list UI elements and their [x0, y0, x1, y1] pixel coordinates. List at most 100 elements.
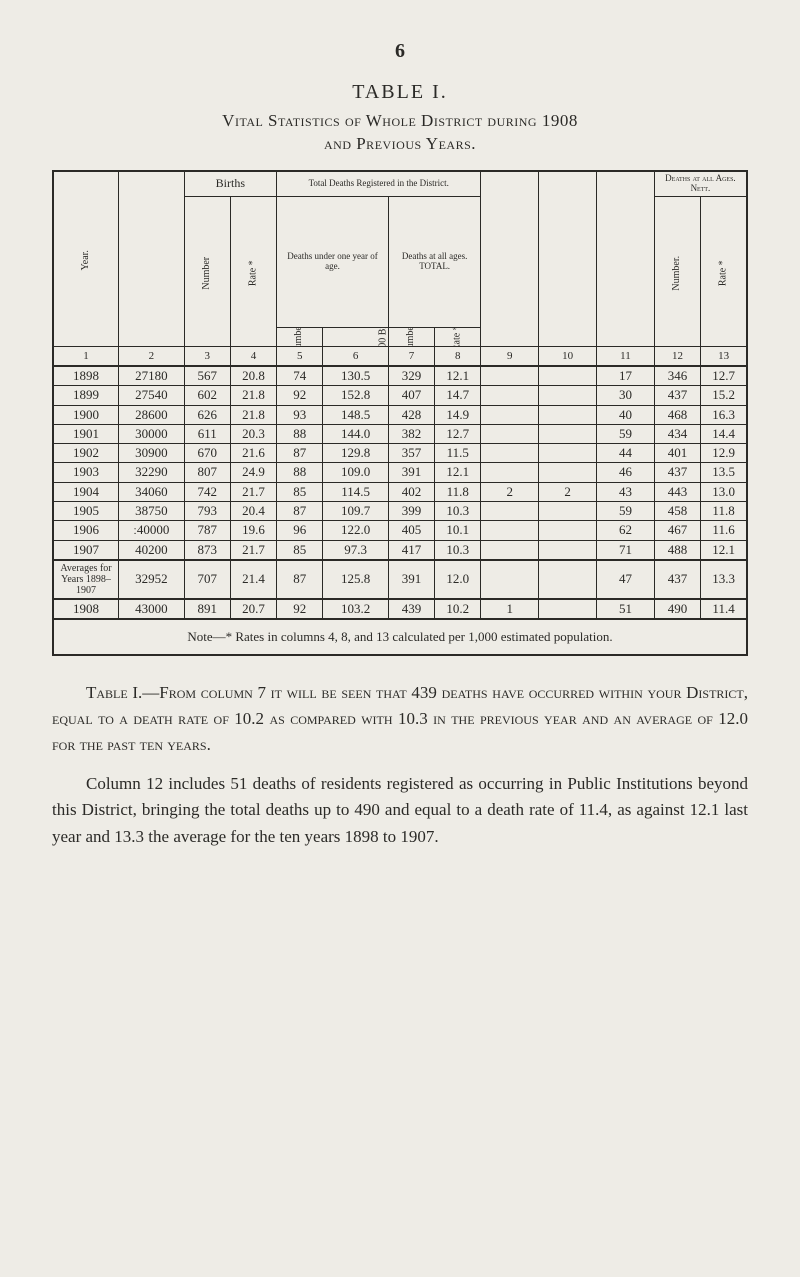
cell: 19.6 [230, 521, 276, 540]
cell: 14.7 [435, 386, 481, 405]
cell: 114.5 [323, 482, 389, 501]
cell: 93 [277, 405, 323, 424]
cell: 40 [597, 405, 655, 424]
cell: 12.0 [435, 560, 481, 599]
cell: 2 [539, 482, 597, 501]
cell: 1904 [53, 482, 119, 501]
header-births: Births [184, 171, 277, 196]
cell [539, 424, 597, 443]
header-deaths-under: Deaths under one year of age. [277, 196, 389, 328]
cell: 1899 [53, 386, 119, 405]
cell [481, 386, 539, 405]
cell: 1902 [53, 444, 119, 463]
cell [481, 560, 539, 599]
cell: 46 [597, 463, 655, 482]
note-text: Note—* Rates in columns 4, 8, and 13 cal… [187, 629, 612, 644]
cell: 439 [388, 599, 434, 619]
cell: 21.8 [230, 386, 276, 405]
col-index: 5 [277, 346, 323, 366]
header-all-number: Number. [406, 328, 417, 347]
cell: 467 [654, 521, 700, 540]
cell: 12.7 [701, 366, 747, 386]
cell: 891 [184, 599, 230, 619]
cell: 27540 [119, 386, 185, 405]
table-row: 18992754060221.892152.840714.73043715.2 [53, 386, 747, 405]
cell: 20.7 [230, 599, 276, 619]
cell [481, 366, 539, 386]
row-1908: 1908 43000 891 20.7 92 103.2 439 10.2 1 … [53, 599, 747, 619]
col-index: 11 [597, 346, 655, 366]
header-all-rate: Rate * [453, 328, 464, 347]
table-row: 19002860062621.893148.542814.94046816.3 [53, 405, 747, 424]
cell: 21.4 [230, 560, 276, 599]
para1-text: Table I.—From column 7 it will be seen t… [52, 683, 748, 755]
cell: 51 [597, 599, 655, 619]
cell: 43 [597, 482, 655, 501]
cell: 87 [277, 560, 323, 599]
header-births-number: Number [202, 254, 213, 291]
cell: 11.4 [701, 599, 747, 619]
cell: 437 [654, 560, 700, 599]
cell [539, 405, 597, 424]
table-label: TABLE I. [52, 81, 748, 104]
cell: 1903 [53, 463, 119, 482]
cell: 13.3 [701, 560, 747, 599]
col-index: 12 [654, 346, 700, 366]
cell: 85 [277, 540, 323, 560]
cell: 144.0 [323, 424, 389, 443]
cell: 417 [388, 540, 434, 560]
cell: 20.8 [230, 366, 276, 386]
cell: 1900 [53, 405, 119, 424]
caption-line1: Vital Statistics of Whole District durin… [222, 111, 578, 130]
cell [539, 463, 597, 482]
cell: 401 [654, 444, 700, 463]
cell-year: 1908 [53, 599, 119, 619]
cell: 85 [277, 482, 323, 501]
cell: 873 [184, 540, 230, 560]
cell [481, 540, 539, 560]
cell: 1906 [53, 521, 119, 540]
table-row: 19013000061120.388144.038212.75943414.4 [53, 424, 747, 443]
cell: 1905 [53, 502, 119, 521]
cell-pop: 43000 [119, 599, 185, 619]
cell [481, 444, 539, 463]
page-number: 6 [52, 40, 748, 63]
cell: 27180 [119, 366, 185, 386]
col-index: 2 [119, 346, 185, 366]
cell: 793 [184, 502, 230, 521]
cell: 97.3 [323, 540, 389, 560]
cell: 10.1 [435, 521, 481, 540]
cell: 567 [184, 366, 230, 386]
table-note: Note—* Rates in columns 4, 8, and 13 cal… [53, 619, 747, 655]
col-index: 1 [53, 346, 119, 366]
cell: 88 [277, 424, 323, 443]
cell: 148.5 [323, 405, 389, 424]
cell: 11.8 [435, 482, 481, 501]
cell: 458 [654, 502, 700, 521]
paragraph-1: Table I.—From column 7 it will be seen t… [52, 680, 748, 759]
col-index: 13 [701, 346, 747, 366]
cell: 30 [597, 386, 655, 405]
cell: 92 [277, 599, 323, 619]
cell: 122.0 [323, 521, 389, 540]
cell [481, 424, 539, 443]
table-caption: Vital Statistics of Whole District durin… [52, 110, 748, 156]
cell [539, 599, 597, 619]
cell: ː40000 [119, 521, 185, 540]
cell: 1907 [53, 540, 119, 560]
cell: 30900 [119, 444, 185, 463]
table-row: 1906ː4000078719.696122.040510.16246711.6 [53, 521, 747, 540]
cell: 428 [388, 405, 434, 424]
cell: 399 [388, 502, 434, 521]
cell: 88 [277, 463, 323, 482]
cell [481, 405, 539, 424]
cell: 47 [597, 560, 655, 599]
cell-pop: 32952 [119, 560, 185, 599]
col-index: 9 [481, 346, 539, 366]
cell [539, 366, 597, 386]
cell [481, 463, 539, 482]
cell: 10.3 [435, 540, 481, 560]
table-row: 18982718056720.874130.532912.11734612.7 [53, 366, 747, 386]
cell: 346 [654, 366, 700, 386]
cell [539, 540, 597, 560]
